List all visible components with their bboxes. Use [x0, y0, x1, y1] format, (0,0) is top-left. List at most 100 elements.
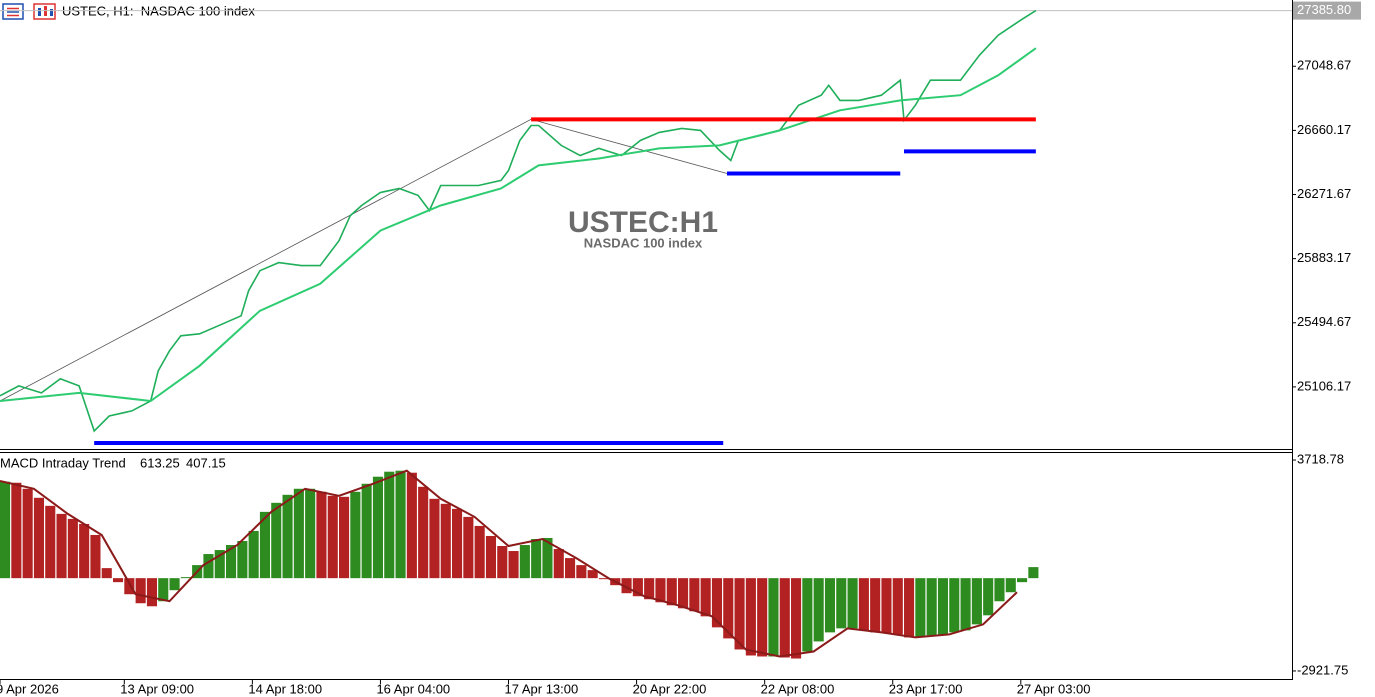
histogram-bar — [101, 568, 112, 579]
histogram-bar — [779, 578, 790, 658]
histogram-bar — [858, 578, 869, 631]
histogram-bar — [45, 505, 56, 579]
y-tick-label: 26660.17 — [1297, 122, 1351, 137]
histogram-bar — [745, 578, 756, 656]
histogram-bar — [158, 578, 169, 602]
y-tick-label: -2921.75 — [1297, 662, 1348, 677]
histogram-bar — [937, 578, 949, 635]
x-tick-label: 9 Apr 2026 — [0, 681, 59, 696]
watermark: USTEC:H1 — [568, 206, 718, 239]
series-line — [0, 469, 1018, 658]
histogram-bar — [429, 498, 440, 579]
last-price-box — [1293, 1, 1361, 20]
histogram-bar — [553, 549, 564, 579]
histogram-bar — [79, 523, 90, 579]
watermark-subtitle: NASDAC 100 index — [584, 235, 703, 250]
histogram-bar — [474, 525, 485, 579]
y-tick-label: 26271.67 — [1297, 186, 1351, 201]
histogram-bar — [734, 578, 745, 650]
histogram-bar — [994, 578, 1005, 602]
y-tick-label: 25106.17 — [1297, 378, 1351, 393]
histogram-bar — [949, 578, 960, 633]
histogram-bar — [316, 491, 327, 579]
x-tick-label: 27 Apr 03:00 — [1017, 681, 1091, 696]
histogram-bar — [757, 578, 768, 657]
histogram-bar — [813, 578, 824, 642]
histogram-bar — [339, 496, 350, 579]
histogram-bar — [282, 494, 293, 579]
histogram-bar — [293, 488, 304, 579]
histogram-bar — [463, 516, 474, 579]
histogram-bar — [135, 578, 146, 604]
last-price-label: 27385.80 — [1297, 2, 1351, 17]
histogram-bar — [892, 578, 903, 635]
histogram-bar — [214, 550, 225, 579]
indicator-title: MACD Intraday Trend — [0, 455, 126, 470]
x-tick-label: 14 Apr 18:00 — [248, 681, 322, 696]
histogram-bar — [1017, 578, 1028, 583]
histogram-bar — [565, 558, 576, 579]
histogram-bar — [960, 578, 971, 631]
histogram-bar — [768, 578, 779, 657]
histogram-bar — [632, 578, 643, 597]
histogram-bar — [248, 530, 259, 579]
series-line — [0, 118, 728, 402]
histogram-bar — [802, 578, 813, 652]
histogram-bar — [644, 578, 655, 600]
histogram-bar — [666, 578, 677, 606]
histogram-bar — [542, 537, 553, 579]
series-line — [0, 47, 1037, 403]
histogram-bar — [508, 551, 519, 579]
histogram-bar — [406, 472, 417, 579]
histogram-bar — [395, 470, 406, 579]
x-tick-label: 13 Apr 09:00 — [120, 681, 194, 696]
histogram-bar — [124, 578, 135, 595]
histogram-bar — [440, 503, 451, 579]
y-tick-label: 3718.78 — [1297, 451, 1344, 466]
x-tick-label: 23 Apr 17:00 — [889, 681, 963, 696]
indicator-readout: 407.15 — [186, 455, 226, 470]
histogram-bar — [350, 491, 361, 579]
histogram-bar — [169, 578, 180, 591]
histogram-bar — [22, 488, 33, 579]
histogram-bar — [237, 540, 248, 579]
symbol-icons — [2, 3, 56, 20]
histogram-bar — [881, 578, 892, 634]
histogram-bar — [259, 511, 271, 579]
histogram-bar — [519, 545, 530, 579]
histogram-bar — [372, 476, 384, 579]
x-tick-label: 17 Apr 13:00 — [505, 681, 579, 696]
x-tick-label: 22 Apr 08:00 — [761, 681, 835, 696]
histogram-bar — [1028, 567, 1039, 579]
histogram-bar — [146, 578, 158, 607]
histogram-bar — [497, 546, 508, 579]
x-tick-label: 20 Apr 22:00 — [633, 681, 707, 696]
histogram-bar — [983, 578, 994, 616]
histogram-bar — [203, 554, 214, 579]
histogram-bar — [67, 518, 78, 579]
series-line — [0, 9, 1037, 433]
histogram-bar — [33, 497, 45, 579]
histogram-bar — [824, 578, 836, 633]
histogram-bar — [971, 578, 982, 625]
histogram-bar — [180, 577, 191, 579]
histogram-bar — [836, 578, 847, 629]
histogram-bar — [791, 578, 802, 659]
histogram-bar — [0, 481, 11, 579]
histogram-bar — [305, 488, 316, 579]
histogram-bar — [711, 578, 723, 628]
histogram-bar — [113, 578, 124, 583]
histogram-bar — [598, 578, 610, 580]
histogram-bar — [271, 502, 282, 579]
histogram-bar — [926, 578, 937, 636]
y-tick-label: 25883.17 — [1297, 250, 1351, 265]
histogram-bar — [384, 471, 395, 579]
histogram-bar — [531, 538, 542, 579]
histogram-bar — [870, 578, 881, 633]
histogram-bar — [655, 578, 666, 603]
histogram-bar — [418, 486, 429, 579]
histogram-bar — [327, 495, 338, 579]
histogram-bar — [678, 578, 689, 609]
